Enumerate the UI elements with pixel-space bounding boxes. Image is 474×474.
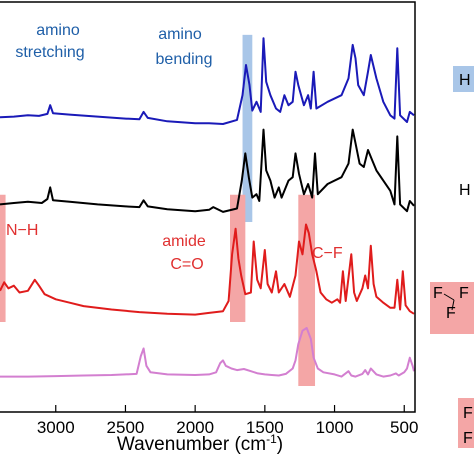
highlight-band-2: [298, 194, 316, 386]
x-tick-label-2000: 2000: [176, 418, 214, 437]
annotation-amino-stretching-1: amino: [36, 22, 80, 39]
molecule-label-3c: F: [459, 285, 469, 302]
x-tick-label-3000: 3000: [37, 418, 75, 437]
spectra-lines: [0, 37, 415, 378]
x-axis: 3000 2500 2000 1500 1000 500: [37, 405, 418, 437]
highlight-band-3: [0, 194, 6, 322]
x-tick-label-1500: 1500: [246, 418, 284, 437]
annotation-amino-bending-1: amino: [158, 26, 202, 43]
x-tick-label-500: 500: [390, 418, 418, 437]
molecule-label-2: H: [459, 182, 471, 199]
molecule-labels: H H F F F F F: [430, 66, 474, 448]
molecule-label-1: H: [459, 72, 471, 89]
highlight-band-0: [242, 34, 253, 222]
molecule-bond-1: [443, 293, 455, 301]
annotation-amide-2: C=O: [170, 256, 203, 273]
molecule-box-4: [458, 398, 474, 448]
spectrum-black: [0, 128, 415, 213]
x-axis-title: Wavenumber (cm-1): [117, 432, 283, 455]
molecule-label-3a: F: [433, 285, 443, 302]
molecule-label-4b: F: [463, 430, 473, 447]
annotation-nh: N−H: [6, 222, 38, 239]
spectrum-red: [0, 223, 415, 316]
molecule-bond-2: [451, 299, 455, 311]
molecule-box-1: [453, 66, 474, 92]
spectrum-blue: [0, 37, 415, 125]
annotation-amino-stretching-2: stretching: [15, 44, 84, 61]
spectrum-pink: [0, 327, 415, 378]
annotation-amino-bending-2: bending: [156, 51, 213, 68]
annotation-cf: C−F: [312, 245, 343, 262]
x-tick-label-1000: 1000: [316, 418, 354, 437]
plot-frame: [0, 1, 416, 413]
molecule-label-3b: F: [446, 305, 456, 322]
annotation-amide-1: amide: [162, 233, 206, 250]
x-tick-label-2500: 2500: [107, 418, 145, 437]
molecule-label-4a: F: [463, 405, 473, 422]
